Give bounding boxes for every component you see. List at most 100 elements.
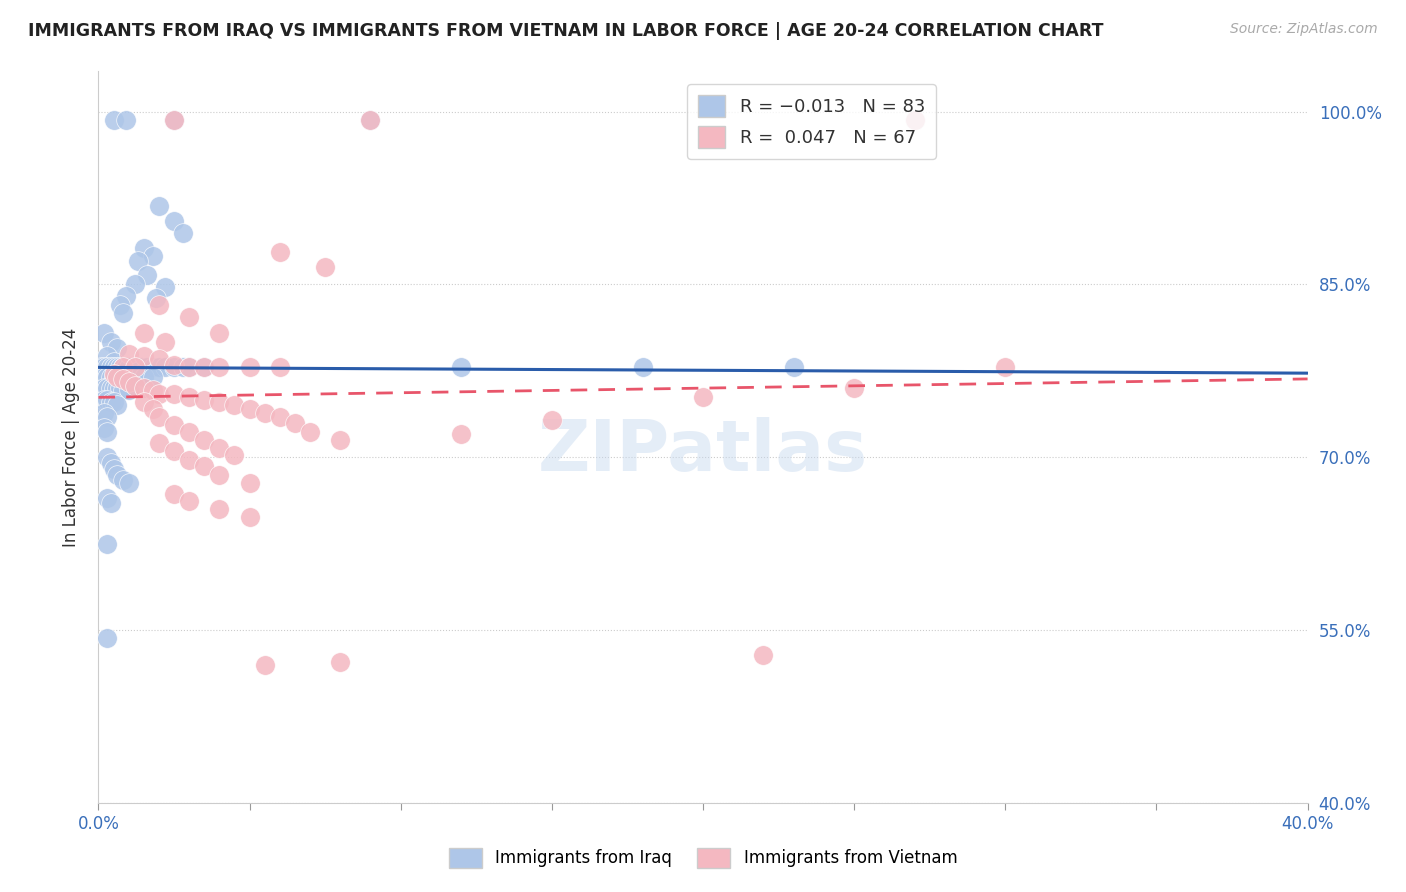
Point bbox=[114, 369, 136, 384]
Point bbox=[540, 413, 562, 427]
Point bbox=[179, 390, 201, 404]
Y-axis label: In Labor Force | Age 20-24: In Labor Force | Age 20-24 bbox=[62, 327, 80, 547]
Point bbox=[329, 655, 352, 669]
Point bbox=[132, 381, 155, 395]
Point bbox=[105, 398, 128, 412]
Point bbox=[132, 369, 155, 384]
Point bbox=[105, 369, 128, 384]
Point bbox=[314, 260, 336, 275]
Point bbox=[132, 349, 155, 363]
Point bbox=[239, 510, 262, 524]
Point bbox=[179, 360, 201, 375]
Point bbox=[269, 409, 291, 424]
Point bbox=[93, 381, 115, 395]
Point bbox=[103, 369, 125, 384]
Point bbox=[96, 631, 118, 645]
Point bbox=[163, 360, 186, 375]
Point bbox=[93, 326, 115, 340]
Point bbox=[179, 494, 201, 508]
Point bbox=[118, 346, 141, 360]
Point bbox=[299, 425, 322, 439]
Point bbox=[269, 245, 291, 260]
Point bbox=[844, 381, 866, 395]
Point bbox=[142, 360, 165, 375]
Point bbox=[179, 452, 201, 467]
Point bbox=[93, 369, 115, 384]
Point bbox=[103, 360, 125, 375]
Point bbox=[450, 427, 472, 442]
Point bbox=[208, 441, 231, 455]
Point bbox=[118, 369, 141, 384]
Point bbox=[239, 360, 262, 375]
Point bbox=[111, 369, 134, 384]
Point bbox=[208, 360, 231, 375]
Point bbox=[96, 450, 118, 465]
Point bbox=[163, 417, 186, 432]
Point bbox=[100, 456, 122, 470]
Point bbox=[114, 289, 136, 303]
Point bbox=[163, 112, 186, 127]
Point bbox=[163, 214, 186, 228]
Point bbox=[103, 381, 125, 395]
Point bbox=[105, 381, 128, 395]
Point bbox=[142, 249, 165, 263]
Point bbox=[172, 360, 194, 375]
Point bbox=[132, 241, 155, 255]
Point bbox=[103, 112, 125, 127]
Point bbox=[108, 369, 131, 384]
Point bbox=[108, 298, 131, 312]
Point bbox=[692, 390, 714, 404]
Point bbox=[239, 475, 262, 490]
Point bbox=[100, 360, 122, 375]
Point bbox=[108, 381, 131, 395]
Text: Source: ZipAtlas.com: Source: ZipAtlas.com bbox=[1230, 22, 1378, 37]
Point bbox=[111, 372, 134, 386]
Point bbox=[783, 360, 806, 375]
Point bbox=[148, 360, 170, 375]
Point bbox=[96, 349, 118, 363]
Point bbox=[105, 360, 128, 375]
Point bbox=[193, 459, 215, 474]
Point bbox=[118, 376, 141, 390]
Point bbox=[153, 279, 176, 293]
Point bbox=[96, 536, 118, 550]
Point bbox=[132, 395, 155, 409]
Point bbox=[124, 379, 146, 393]
Point bbox=[124, 277, 146, 292]
Point bbox=[148, 199, 170, 213]
Point bbox=[904, 112, 927, 127]
Point bbox=[142, 369, 165, 384]
Point bbox=[93, 360, 115, 375]
Point bbox=[96, 381, 118, 395]
Point bbox=[111, 384, 134, 398]
Point bbox=[124, 369, 146, 384]
Point bbox=[172, 226, 194, 240]
Point bbox=[163, 444, 186, 458]
Point bbox=[103, 462, 125, 476]
Point bbox=[124, 360, 146, 375]
Point bbox=[100, 496, 122, 510]
Point bbox=[135, 360, 157, 375]
Point bbox=[142, 401, 165, 416]
Point bbox=[127, 254, 149, 268]
Point bbox=[904, 112, 927, 127]
Point bbox=[124, 360, 146, 375]
Point bbox=[179, 360, 201, 375]
Point bbox=[135, 268, 157, 283]
Point bbox=[100, 334, 122, 349]
Point bbox=[129, 360, 152, 375]
Point bbox=[111, 360, 134, 375]
Point bbox=[752, 648, 775, 663]
Point bbox=[96, 491, 118, 505]
Point bbox=[193, 360, 215, 375]
Legend: R = −0.013   N = 83, R =  0.047   N = 67: R = −0.013 N = 83, R = 0.047 N = 67 bbox=[688, 84, 936, 159]
Point bbox=[148, 298, 170, 312]
Point bbox=[450, 360, 472, 375]
Point bbox=[118, 360, 141, 375]
Point bbox=[93, 421, 115, 435]
Point bbox=[96, 392, 118, 407]
Point bbox=[224, 398, 246, 412]
Point bbox=[193, 360, 215, 375]
Point bbox=[239, 401, 262, 416]
Point bbox=[93, 407, 115, 421]
